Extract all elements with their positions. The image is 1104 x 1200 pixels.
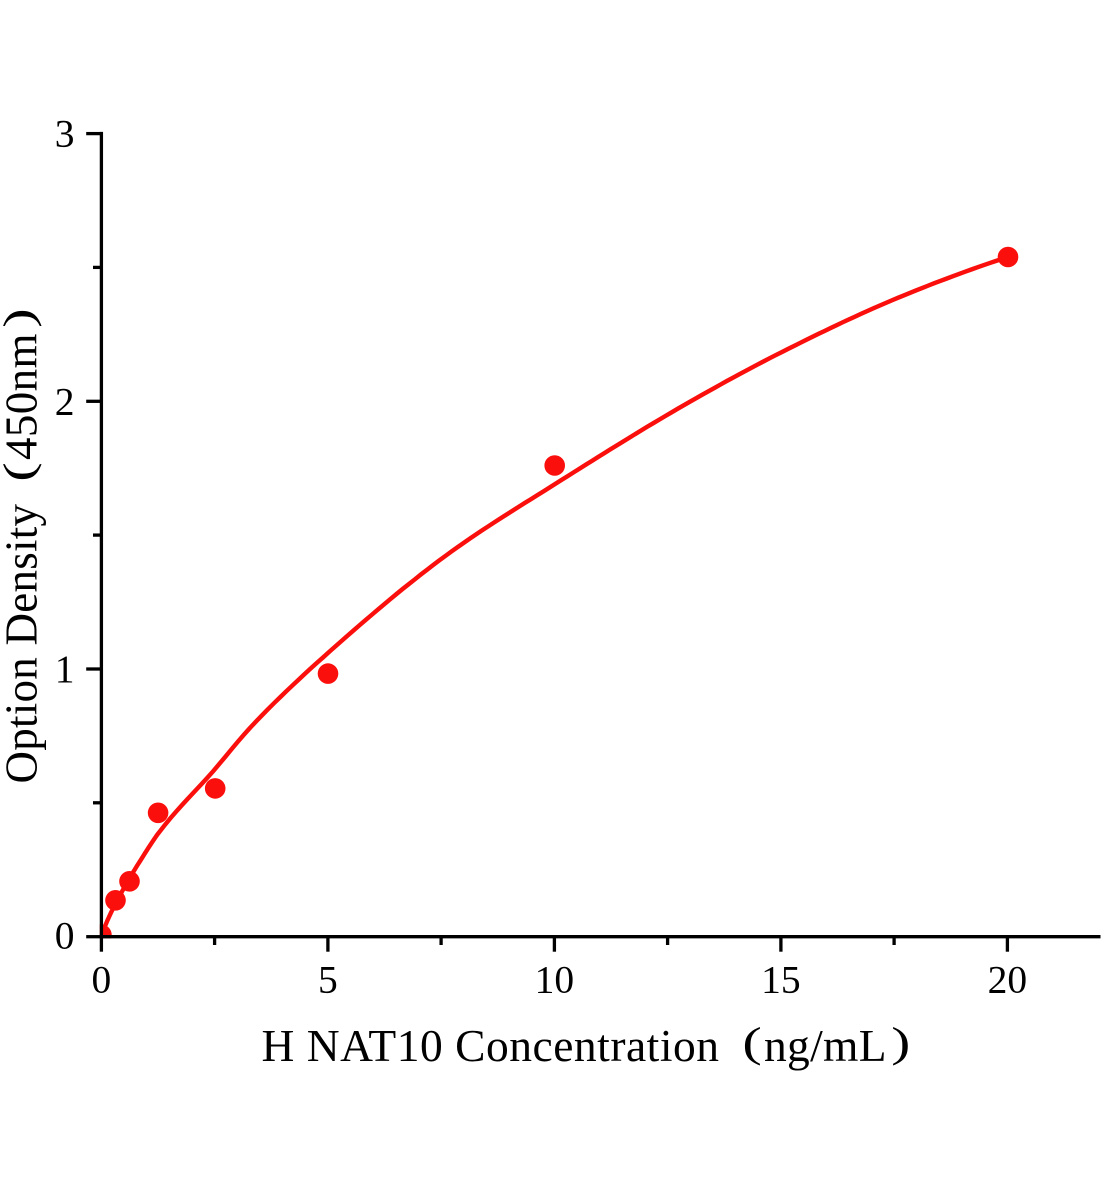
svg-text:0: 0 — [92, 958, 112, 1002]
svg-text:H NAT10 Concentration: H NAT10 Concentration — [262, 1020, 720, 1071]
svg-text:450nm: 450nm — [0, 334, 47, 461]
svg-text:20: 20 — [988, 958, 1028, 1002]
svg-text:3: 3 — [55, 112, 75, 156]
svg-text:0: 0 — [55, 914, 75, 958]
svg-text:15: 15 — [761, 958, 801, 1002]
svg-text:Option Density: Option Density — [0, 504, 47, 784]
svg-text:(: ( — [742, 1019, 761, 1065]
svg-text:ng/mL: ng/mL — [764, 1020, 887, 1071]
svg-text:10: 10 — [535, 958, 575, 1002]
svg-text:): ) — [891, 1019, 910, 1066]
svg-text:5: 5 — [318, 958, 338, 1002]
svg-text:): ) — [0, 308, 42, 328]
svg-text:(: ( — [0, 462, 42, 482]
svg-text:2: 2 — [55, 379, 75, 423]
svg-text:1: 1 — [55, 647, 75, 691]
